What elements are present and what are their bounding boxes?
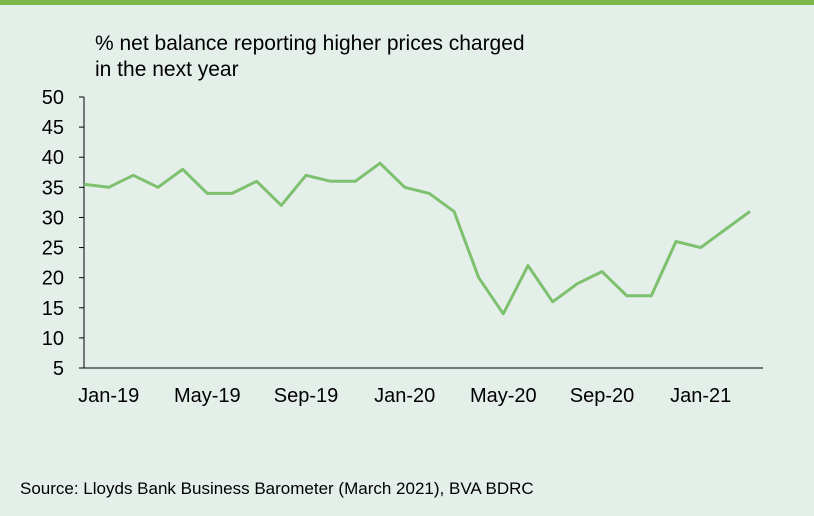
source: Source: Lloyds Bank Business Barometer (… — [20, 479, 534, 498]
y-tick-label: 25 — [42, 238, 64, 260]
x-tick-label: May-19 — [174, 385, 241, 407]
y-tick-label: 20 — [42, 268, 64, 290]
y-tick-label: 40 — [42, 147, 64, 169]
x-tick-label: Jan-20 — [374, 385, 435, 407]
x-tick-label: Jan-21 — [670, 385, 731, 407]
y-tick-label: 30 — [42, 207, 64, 229]
x-tick-label: Sep-19 — [274, 385, 339, 407]
y-tick-label: 35 — [42, 177, 64, 199]
data-line — [83, 161, 751, 316]
top-rule — [0, 0, 814, 5]
y-tick-label: 5 — [53, 358, 64, 380]
y-tick-label: 45 — [42, 117, 64, 139]
y-tick-label: 10 — [42, 328, 64, 350]
x-tick-label: May-20 — [470, 385, 537, 407]
y-tick-label: 50 — [42, 87, 64, 109]
chart-title: % net balance reporting higher prices ch… — [95, 32, 525, 81]
y-tick-label: 15 — [42, 298, 64, 320]
x-tick-label: Jan-19 — [78, 385, 139, 407]
x-tick-label: Sep-20 — [570, 385, 635, 407]
